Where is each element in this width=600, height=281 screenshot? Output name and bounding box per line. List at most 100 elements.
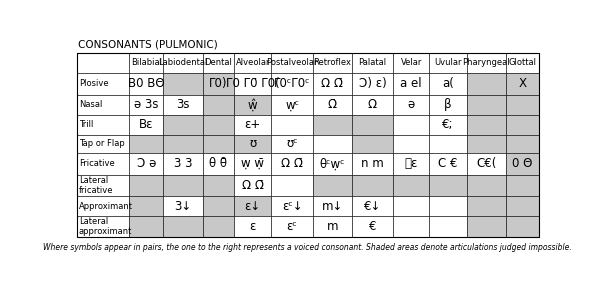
Bar <box>163 216 203 237</box>
Text: 3s: 3s <box>176 98 190 111</box>
Bar <box>77 153 129 175</box>
Bar <box>234 153 271 175</box>
Bar <box>430 73 467 95</box>
Bar <box>313 153 352 175</box>
Text: Velar: Velar <box>401 58 422 67</box>
Bar <box>430 115 467 135</box>
Text: ε: ε <box>250 220 256 233</box>
Bar <box>467 175 506 196</box>
Bar <box>467 196 506 216</box>
Text: εᶜ↓: εᶜ↓ <box>282 200 302 212</box>
Bar <box>352 216 393 237</box>
Bar <box>234 73 271 95</box>
Text: Ɔ) ε): Ɔ) ε) <box>359 77 386 90</box>
Bar <box>393 73 430 95</box>
Bar <box>234 115 271 135</box>
Bar <box>129 53 163 73</box>
Bar <box>352 175 393 196</box>
Bar <box>271 216 313 237</box>
Bar <box>393 115 430 135</box>
Text: Ω Ω̄: Ω Ω̄ <box>322 77 343 90</box>
Text: ʊᶜ: ʊᶜ <box>286 137 298 150</box>
Text: θᶜẉᶜ: θᶜẉᶜ <box>320 157 345 171</box>
Bar <box>163 175 203 196</box>
Bar <box>313 196 352 216</box>
Bar <box>163 196 203 216</box>
Bar <box>313 53 352 73</box>
Text: a(: a( <box>442 77 454 90</box>
Bar <box>77 135 129 153</box>
Bar <box>393 175 430 196</box>
Bar <box>313 115 352 135</box>
Text: ε↓: ε↓ <box>245 200 261 212</box>
Bar <box>352 95 393 115</box>
Bar <box>271 135 313 153</box>
Bar <box>430 153 467 175</box>
Bar <box>234 175 271 196</box>
Bar <box>271 73 313 95</box>
Bar <box>129 115 163 135</box>
Text: a el: a el <box>400 77 422 90</box>
Text: Approximant: Approximant <box>79 201 133 210</box>
Text: ə 3s: ə 3s <box>134 98 158 111</box>
Text: Nasal: Nasal <box>79 100 102 109</box>
Text: Palatal: Palatal <box>358 58 386 67</box>
Text: €: € <box>369 220 376 233</box>
Text: Ω Ω̄: Ω Ω̄ <box>242 179 264 192</box>
Bar <box>129 135 163 153</box>
Text: Ɔ ə: Ɔ ə <box>137 157 156 171</box>
Bar <box>129 175 163 196</box>
Bar <box>467 115 506 135</box>
Bar <box>506 135 539 153</box>
Bar <box>467 53 506 73</box>
Bar <box>129 95 163 115</box>
Text: Ω: Ω <box>368 98 377 111</box>
Bar <box>313 175 352 196</box>
Text: Β0 ΒΘ: Β0 ΒΘ <box>128 77 164 90</box>
Bar <box>313 216 352 237</box>
Bar <box>506 153 539 175</box>
Bar <box>393 196 430 216</box>
Text: m↓: m↓ <box>322 200 343 212</box>
Bar <box>467 153 506 175</box>
Text: m: m <box>326 220 338 233</box>
Bar <box>506 115 539 135</box>
Bar <box>506 95 539 115</box>
Bar <box>77 95 129 115</box>
Bar <box>271 153 313 175</box>
Text: CONSONANTS (PULMONIC): CONSONANTS (PULMONIC) <box>78 39 218 49</box>
Bar <box>393 216 430 237</box>
Bar <box>234 135 271 153</box>
Bar <box>77 196 129 216</box>
Text: 3 3: 3 3 <box>174 157 192 171</box>
Bar <box>129 153 163 175</box>
Bar <box>467 73 506 95</box>
Bar <box>203 175 234 196</box>
Bar <box>77 115 129 135</box>
Text: Ω̄: Ω̄ <box>328 98 337 111</box>
Text: €↓: €↓ <box>364 200 381 212</box>
Bar <box>77 216 129 237</box>
Bar <box>129 196 163 216</box>
Bar <box>430 53 467 73</box>
Text: Trill: Trill <box>79 120 93 129</box>
Text: θ θ̄: θ θ̄ <box>209 157 227 171</box>
Bar <box>203 135 234 153</box>
Bar <box>430 135 467 153</box>
Text: Pharyngeal: Pharyngeal <box>463 58 510 67</box>
Text: Postalveolar: Postalveolar <box>266 58 318 67</box>
Bar <box>77 73 129 95</box>
Bar <box>430 95 467 115</box>
Bar <box>430 196 467 216</box>
Bar <box>234 196 271 216</box>
Bar <box>271 196 313 216</box>
Bar <box>203 95 234 115</box>
Text: €;: €; <box>442 118 454 131</box>
Text: Bilabial: Bilabial <box>131 58 162 67</box>
Bar <box>271 95 313 115</box>
Bar <box>393 135 430 153</box>
Bar <box>163 135 203 153</box>
Text: Retroflex: Retroflex <box>313 58 352 67</box>
Bar <box>203 73 234 95</box>
Text: Lateral
approximant: Lateral approximant <box>79 217 132 236</box>
